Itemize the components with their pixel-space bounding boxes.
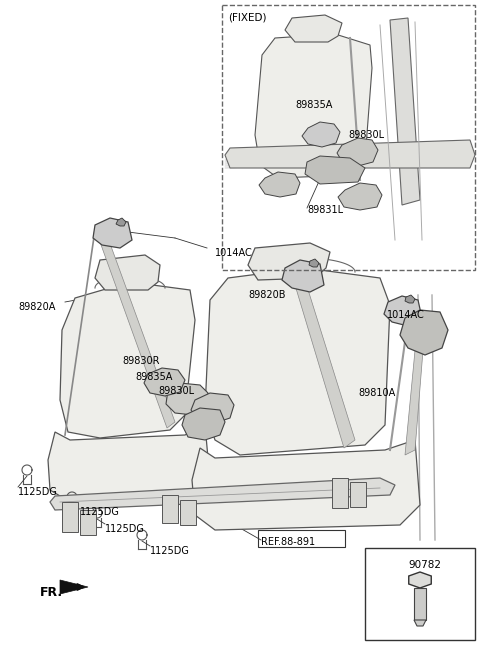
Polygon shape [255, 34, 372, 178]
Text: 89830R: 89830R [122, 356, 159, 366]
Polygon shape [305, 156, 365, 184]
Text: 89835A: 89835A [295, 100, 332, 110]
Polygon shape [338, 183, 382, 210]
Text: (FIXED): (FIXED) [228, 12, 266, 22]
Polygon shape [100, 238, 175, 428]
Polygon shape [259, 172, 300, 197]
Polygon shape [248, 243, 330, 280]
Polygon shape [205, 268, 390, 455]
Polygon shape [50, 478, 395, 510]
Bar [222, 5, 475, 270]
Polygon shape [405, 338, 424, 455]
Polygon shape [60, 580, 88, 594]
Polygon shape [192, 440, 420, 530]
Polygon shape [350, 482, 366, 507]
Text: 1125DG: 1125DG [150, 546, 190, 556]
Polygon shape [337, 138, 378, 166]
Polygon shape [225, 140, 475, 168]
Polygon shape [390, 18, 420, 205]
Text: 89820A: 89820A [18, 302, 55, 312]
Polygon shape [60, 282, 195, 438]
Text: 1125DG: 1125DG [18, 487, 58, 497]
Polygon shape [384, 296, 422, 326]
Polygon shape [116, 218, 126, 226]
Polygon shape [285, 15, 342, 42]
Text: 1125DG: 1125DG [105, 524, 145, 534]
Text: 89810A: 89810A [358, 388, 395, 398]
Text: 89831L: 89831L [307, 205, 343, 215]
Polygon shape [400, 310, 448, 355]
Polygon shape [93, 218, 132, 248]
Polygon shape [144, 368, 185, 396]
Text: REF.88-891: REF.88-891 [261, 537, 315, 547]
Polygon shape [80, 510, 96, 535]
Polygon shape [309, 259, 319, 267]
Polygon shape [166, 383, 208, 415]
Polygon shape [414, 620, 426, 626]
Polygon shape [48, 425, 210, 502]
Polygon shape [62, 502, 78, 532]
Polygon shape [95, 255, 160, 290]
Polygon shape [162, 495, 178, 523]
Text: 89835A: 89835A [135, 372, 172, 382]
Polygon shape [191, 393, 234, 423]
Text: 1125DG: 1125DG [80, 507, 120, 517]
Polygon shape [180, 500, 196, 525]
Polygon shape [409, 572, 431, 588]
Polygon shape [302, 122, 340, 147]
Text: 89830L: 89830L [348, 130, 384, 140]
Polygon shape [295, 280, 355, 448]
Polygon shape [332, 478, 348, 508]
Polygon shape [182, 408, 225, 440]
Polygon shape [282, 260, 324, 292]
Text: 89820B: 89820B [248, 290, 286, 300]
Text: 1014AC: 1014AC [215, 248, 253, 258]
Bar [365, 548, 475, 640]
Text: 90782: 90782 [408, 560, 441, 570]
Polygon shape [414, 588, 426, 620]
Text: 89830L: 89830L [158, 386, 194, 396]
Polygon shape [405, 295, 415, 303]
Text: FR.: FR. [40, 586, 63, 599]
Bar [258, 530, 345, 547]
Text: 1014AC: 1014AC [387, 310, 425, 320]
